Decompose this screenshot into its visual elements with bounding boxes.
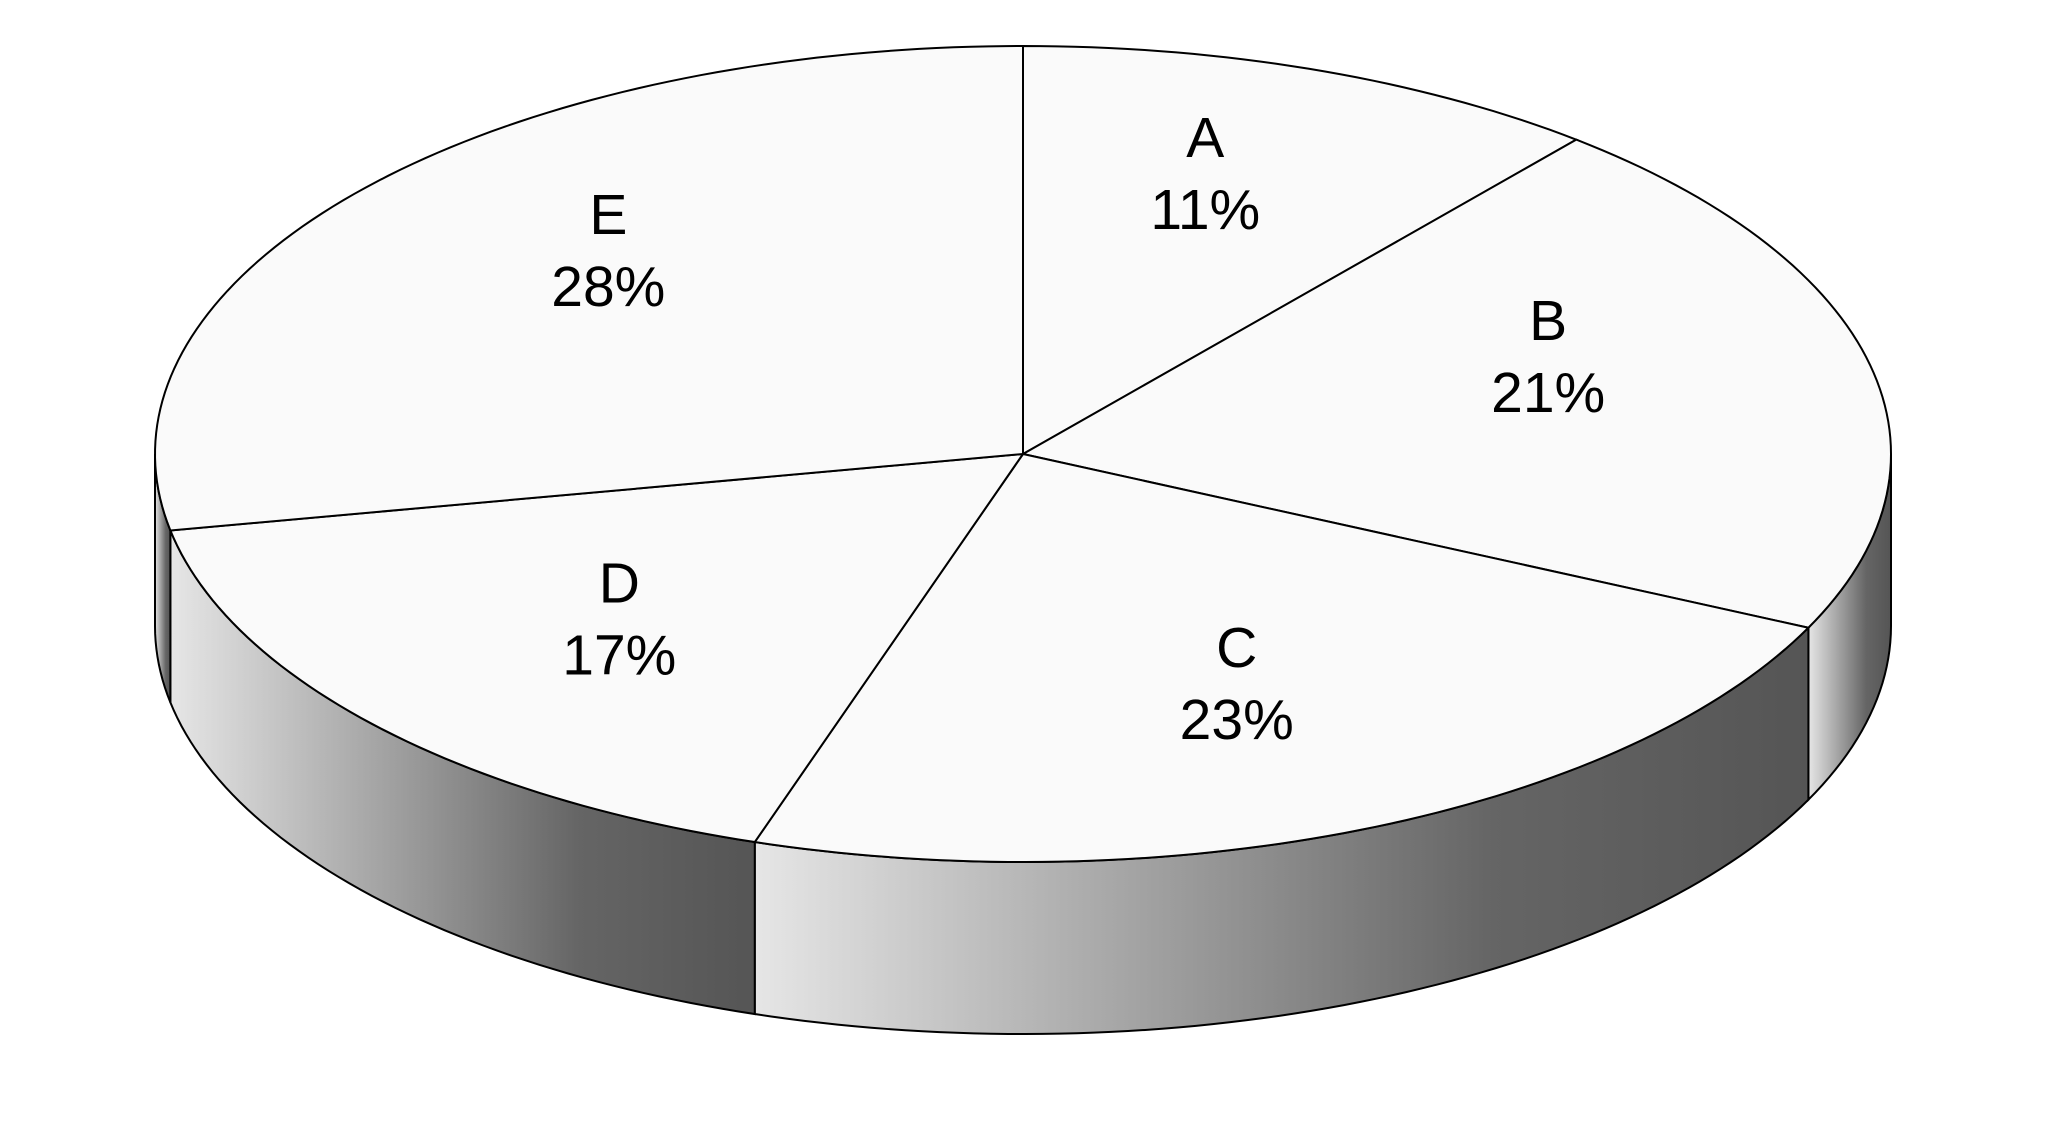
value-label: 17%	[562, 623, 676, 687]
pie-slice	[1020, 138, 1893, 629]
pie-slice	[154, 44, 1024, 532]
category-label: D	[599, 551, 640, 615]
pie-slice	[1022, 44, 1579, 456]
category-label: E	[589, 183, 627, 247]
category-label: C	[1216, 616, 1257, 680]
value-label: 23%	[1180, 688, 1294, 752]
value-label: 28%	[551, 255, 665, 319]
category-label: A	[1186, 106, 1224, 170]
pie-slice	[168, 452, 1026, 844]
category-label: B	[1529, 289, 1567, 353]
value-label: 11%	[1150, 178, 1260, 242]
pie-slice	[753, 452, 1811, 864]
value-label: 21%	[1491, 361, 1605, 425]
